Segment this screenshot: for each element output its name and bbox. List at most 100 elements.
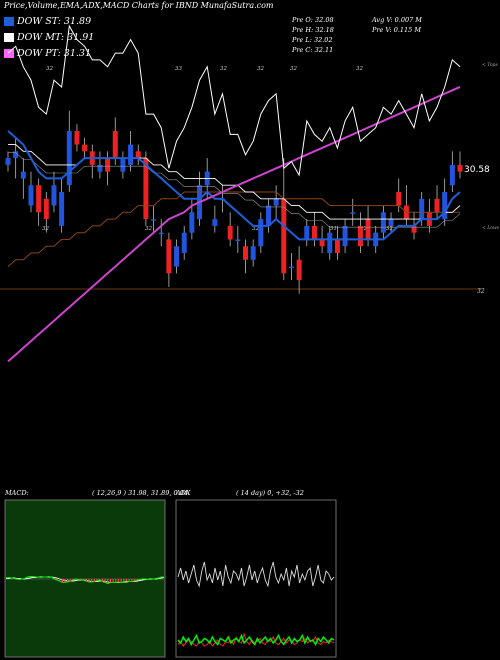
candle-body — [265, 205, 271, 226]
candle-body — [36, 185, 42, 213]
candle-body — [327, 232, 333, 253]
stat-pre-low: Pre L: 32.02 — [292, 36, 333, 44]
dow-st-line — [7, 130, 461, 241]
candle-body — [227, 225, 233, 240]
candle-body — [250, 246, 256, 260]
bottom-mark-label: 32 — [252, 226, 259, 232]
legend-dow-pt: DOW PT: 31.31 — [4, 48, 91, 59]
indicator-lines — [7, 24, 461, 363]
stat-avg-volume: Avg V: 0.007 M — [372, 16, 422, 24]
dow-mt-band-line — [8, 152, 461, 228]
adx-label: ADX — [176, 489, 191, 497]
candle-body — [143, 158, 149, 220]
candle-body — [74, 131, 80, 145]
candle-body — [120, 158, 126, 172]
candle-body — [181, 232, 187, 253]
candle-body — [242, 246, 248, 260]
candle-body — [112, 131, 118, 159]
candle-body — [396, 192, 402, 206]
candle-body — [281, 198, 287, 274]
candle-body — [5, 158, 11, 165]
legend-swatch-mt — [4, 33, 14, 42]
candle-body — [174, 246, 180, 267]
close-price-line — [7, 24, 461, 177]
legend-swatch-pt — [4, 49, 14, 58]
candle-body — [357, 225, 363, 247]
stat-pre-open: Pre O: 32.08 — [292, 16, 334, 24]
candle-body — [342, 225, 348, 247]
candle-body — [13, 151, 19, 159]
candle-body — [105, 158, 111, 172]
candle-body — [288, 266, 294, 269]
stat-pre-volume: Pre V: 0.115 M — [372, 26, 422, 34]
candle-body — [97, 164, 103, 172]
candle-body — [457, 164, 463, 172]
candle-body — [51, 185, 57, 206]
candle-body — [82, 144, 88, 152]
candle-body — [28, 185, 34, 206]
candle-body — [66, 131, 72, 186]
candle-body — [273, 198, 279, 206]
bottom-mark-label: 32 — [42, 226, 49, 232]
legend-dow-mt: DOW MT: 31.91 — [4, 32, 94, 43]
candle-body — [311, 225, 317, 240]
candle-body — [350, 212, 356, 214]
adx-params: ( 14 day) 0, +32, -32 — [236, 489, 304, 497]
macd-params: ( 12,26,9 ) 31.98, 31.89, 0.04 — [92, 489, 189, 497]
candle-body — [419, 198, 425, 220]
candle-body — [128, 144, 134, 165]
bottom-mark-label: 32 — [386, 226, 393, 232]
bottom-marks: 32 32 32 31 32 32 — [42, 226, 393, 232]
bottom-mark-label: 32 — [145, 226, 152, 232]
page-title: Price,Volume,EMA,ADX,MACD Charts for IBN… — [4, 1, 274, 10]
candle-body — [434, 198, 440, 213]
top-mark-label: 32 — [290, 66, 297, 72]
top-mark-label: 32 — [46, 66, 53, 72]
plus-di-line — [177, 633, 335, 647]
stat-pre-close: Pre C: 32.11 — [292, 46, 334, 54]
candle-body — [235, 239, 241, 241]
bottom-mark-label: 31 — [330, 226, 337, 232]
adx-line — [177, 561, 335, 588]
legend-label-pt: DOW PT: 31.31 — [17, 48, 91, 59]
stat-pre-high: Pre H: 32.18 — [292, 26, 334, 34]
bottom-mark-label: 32 — [360, 226, 367, 232]
top-marks: 32 33 32 32 32 32 — [46, 66, 363, 72]
lower-note: < Lows — [482, 225, 500, 231]
candle-body — [135, 151, 141, 159]
top-mark-label: 32 — [356, 66, 363, 72]
ema-long-line — [7, 191, 460, 267]
candle-body — [212, 219, 218, 226]
upper-note: < Tops — [482, 62, 498, 68]
candle-body — [380, 212, 386, 233]
adx-lines — [177, 561, 335, 647]
candle-body — [449, 164, 455, 186]
top-mark-label: 33 — [175, 66, 182, 72]
candle-body — [166, 239, 172, 274]
candle-body — [158, 232, 164, 235]
candle-body — [20, 171, 26, 179]
candle-body — [296, 259, 302, 281]
last-price-label: 30.58 — [464, 165, 490, 175]
macd-lines — [5, 575, 165, 585]
top-mark-label: 32 — [257, 66, 264, 72]
price-level-label: 32 — [477, 288, 485, 295]
legend-dow-st: DOW ST: 31.89 — [4, 16, 91, 27]
candle-body — [59, 192, 65, 226]
candle-body — [258, 219, 264, 247]
price-chart: 32 30.58 < Tops < Lows 32 33 32 32 32 32 32 32… — [0, 24, 500, 363]
legend-label-st: DOW ST: 31.89 — [17, 16, 92, 27]
top-mark-label: 32 — [220, 66, 227, 72]
candle-body — [151, 219, 157, 221]
candle-body — [365, 219, 371, 240]
macd-label: MACD: — [5, 489, 29, 497]
candle-body — [189, 212, 195, 233]
candle-body — [319, 239, 325, 247]
candle-body — [334, 239, 340, 253]
candle-body — [388, 219, 394, 226]
candle-body — [411, 225, 417, 233]
legend-swatch-st — [4, 17, 14, 26]
candle-body — [442, 192, 448, 220]
candle-body — [43, 198, 49, 220]
